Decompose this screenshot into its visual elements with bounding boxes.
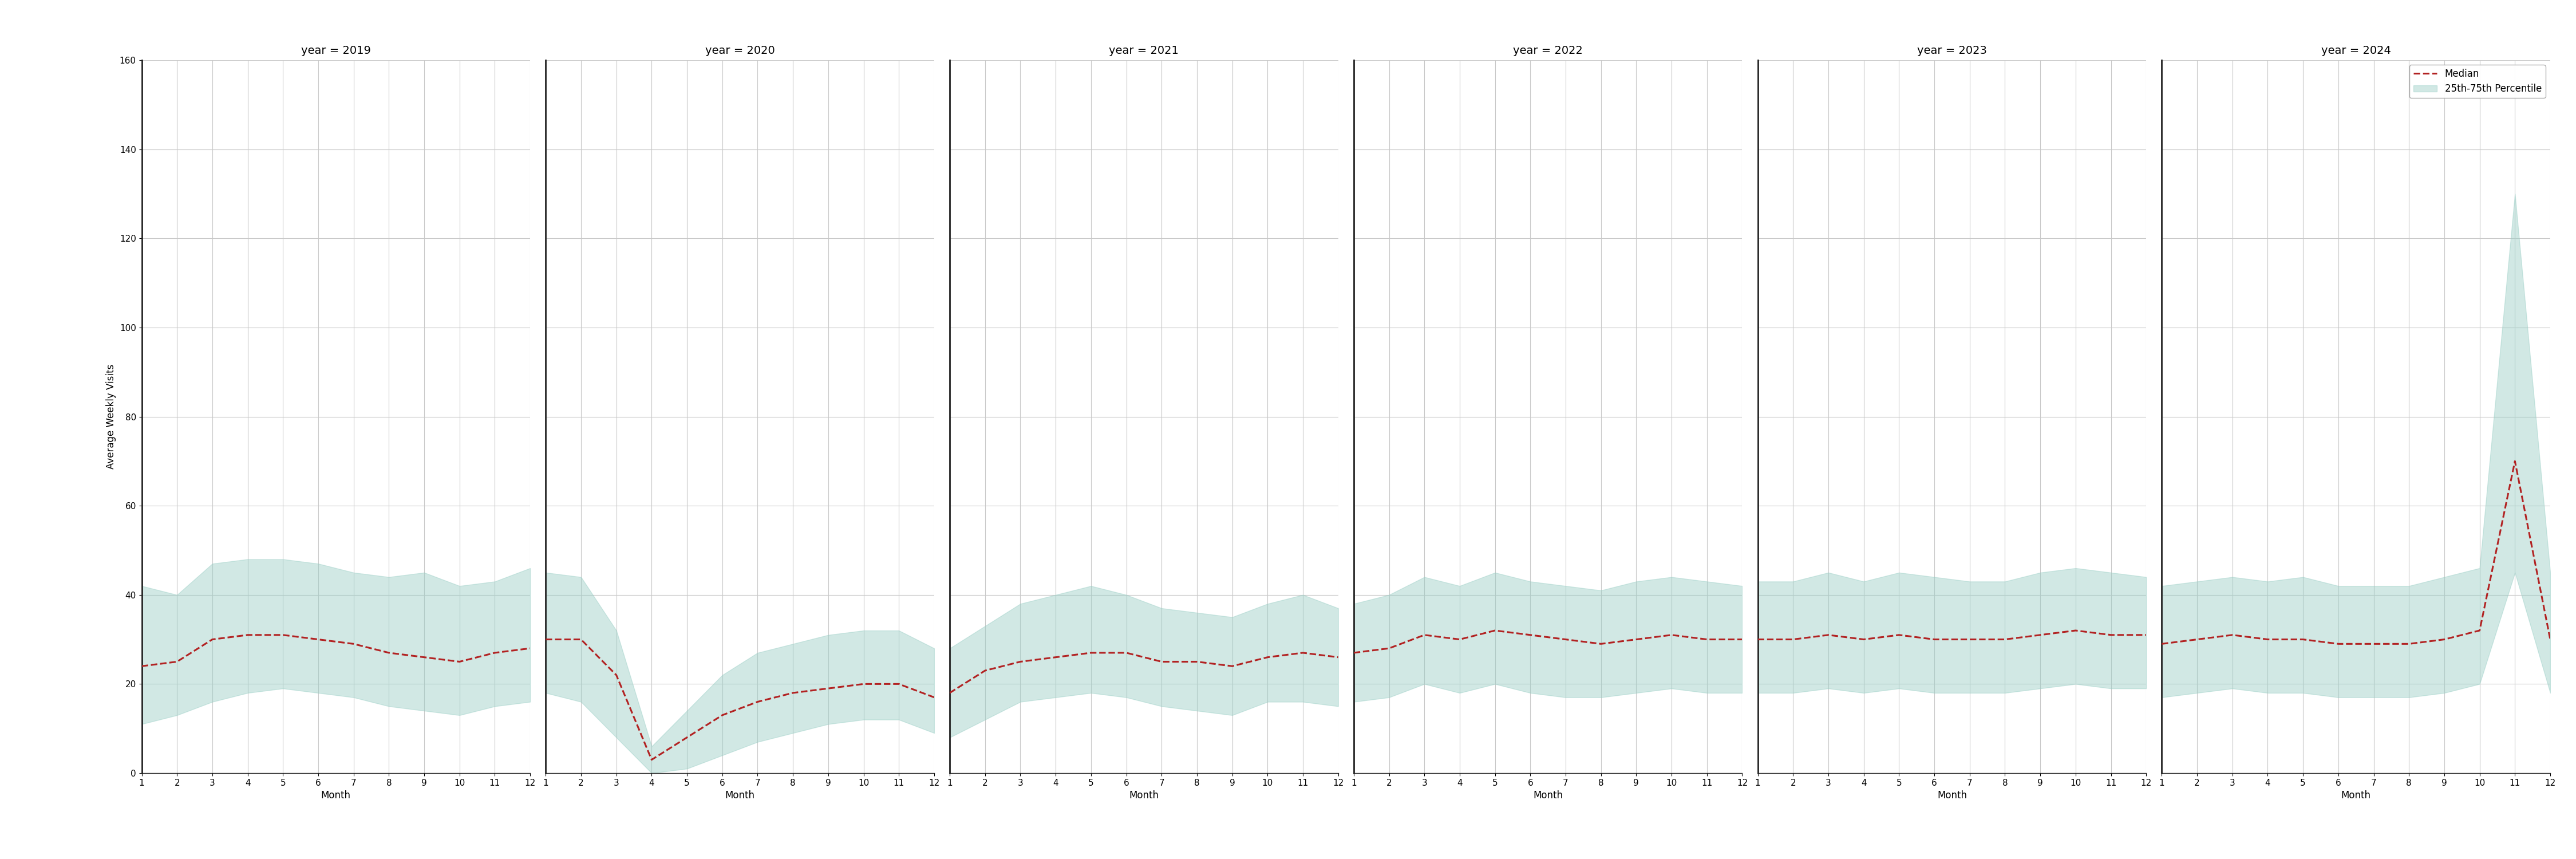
Median xyxy=(1445,634,1476,644)
Median xyxy=(1620,634,1651,644)
Median xyxy=(2499,456,2530,466)
Median xyxy=(1146,656,1177,667)
Median xyxy=(600,670,631,680)
Median xyxy=(2287,634,2318,644)
Median xyxy=(884,679,914,689)
Median xyxy=(1741,634,1772,644)
Median xyxy=(1726,634,1757,644)
Title: year = 2021: year = 2021 xyxy=(1110,46,1180,56)
Median xyxy=(2025,630,2056,640)
Median xyxy=(2130,630,2161,640)
Median xyxy=(1551,634,1582,644)
Median xyxy=(2429,634,2460,644)
Line: Median: Median xyxy=(1757,631,2146,639)
Median xyxy=(515,643,546,654)
Median xyxy=(1288,648,1319,658)
Median xyxy=(2146,639,2177,649)
Median xyxy=(567,634,598,644)
Median xyxy=(304,634,335,644)
Median xyxy=(531,634,562,644)
Median xyxy=(1373,643,1404,654)
Median xyxy=(920,692,951,703)
Line: Median: Median xyxy=(2161,461,2550,644)
Median xyxy=(1656,630,1687,640)
Median xyxy=(2094,630,2125,640)
Median xyxy=(969,666,999,676)
Line: Median: Median xyxy=(546,639,935,759)
Median xyxy=(1883,630,1914,640)
X-axis label: Month: Month xyxy=(1533,790,1564,801)
Median xyxy=(1321,652,1352,662)
Median xyxy=(410,652,440,662)
X-axis label: Month: Month xyxy=(1128,790,1159,801)
Median xyxy=(2061,625,2092,636)
Median xyxy=(1479,625,1510,636)
Title: year = 2019: year = 2019 xyxy=(301,46,371,56)
Title: year = 2022: year = 2022 xyxy=(1512,46,1582,56)
Median xyxy=(1955,634,1986,644)
Median xyxy=(636,754,667,765)
Median xyxy=(706,710,737,721)
Median xyxy=(2535,634,2566,644)
Title: year = 2023: year = 2023 xyxy=(1917,46,1986,56)
Line: Median: Median xyxy=(1355,631,1741,653)
Median xyxy=(2465,625,2496,636)
Median xyxy=(479,648,510,658)
Median xyxy=(2182,634,2213,644)
Median xyxy=(2393,639,2424,649)
Median xyxy=(1847,634,1878,644)
Title: year = 2020: year = 2020 xyxy=(706,46,775,56)
Median xyxy=(232,630,263,640)
Median xyxy=(742,697,773,707)
Median xyxy=(1005,656,1036,667)
Median xyxy=(1919,634,1950,644)
Median xyxy=(1252,652,1283,662)
X-axis label: Month: Month xyxy=(724,790,755,801)
Median xyxy=(1216,661,1247,672)
Median xyxy=(814,683,845,693)
Median xyxy=(1584,639,1615,649)
Y-axis label: Average Weekly Visits: Average Weekly Visits xyxy=(106,364,116,469)
Median xyxy=(162,656,193,667)
X-axis label: Month: Month xyxy=(2342,790,2370,801)
Median xyxy=(374,648,404,658)
Median xyxy=(443,656,474,667)
Median xyxy=(2357,639,2388,649)
Median xyxy=(1041,652,1072,662)
Median xyxy=(935,688,966,698)
Median xyxy=(126,661,157,672)
X-axis label: Month: Month xyxy=(1937,790,1968,801)
Median xyxy=(672,732,703,742)
Median xyxy=(337,639,368,649)
X-axis label: Month: Month xyxy=(322,790,350,801)
Median xyxy=(778,688,809,698)
Median xyxy=(1692,634,1723,644)
Line: Median: Median xyxy=(951,653,1337,693)
Median xyxy=(268,630,299,640)
Median xyxy=(1515,630,1546,640)
Line: Median: Median xyxy=(142,635,531,667)
Median xyxy=(1409,630,1440,640)
Median xyxy=(1077,648,1108,658)
Legend: Median, 25th-75th Percentile: Median, 25th-75th Percentile xyxy=(2409,65,2545,98)
Median xyxy=(848,679,878,689)
Median xyxy=(1777,634,1808,644)
Median xyxy=(2251,634,2282,644)
Title: year = 2024: year = 2024 xyxy=(2321,46,2391,56)
Median xyxy=(2218,630,2249,640)
Median xyxy=(1340,648,1370,658)
Median xyxy=(1989,634,2020,644)
Median xyxy=(1110,648,1141,658)
Median xyxy=(1814,630,1844,640)
Median xyxy=(2324,639,2354,649)
Median xyxy=(1182,656,1213,667)
Median xyxy=(196,634,227,644)
